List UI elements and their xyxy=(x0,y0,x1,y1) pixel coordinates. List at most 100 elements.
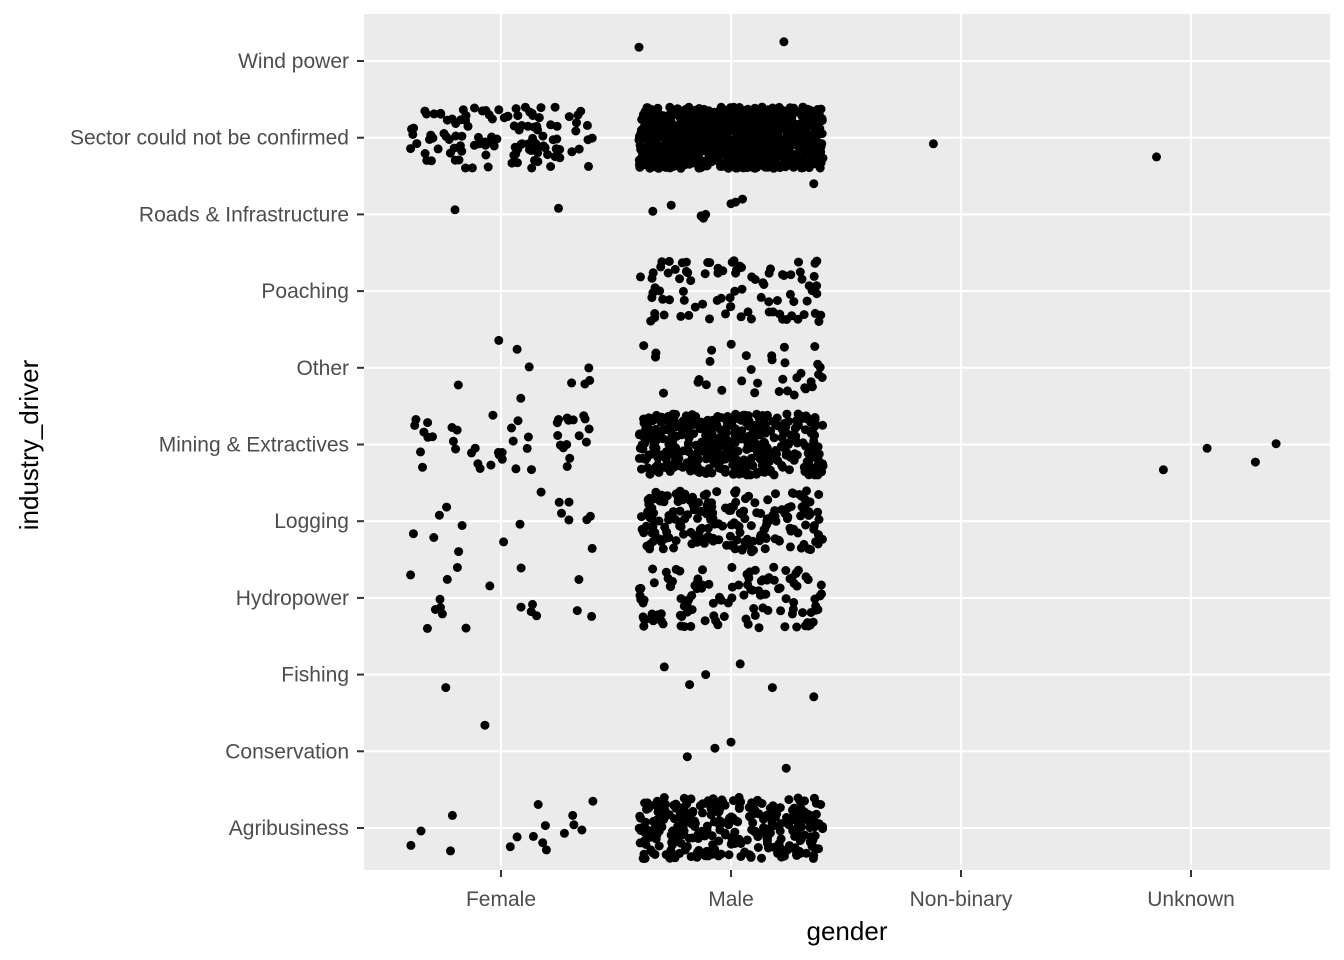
data-point xyxy=(562,462,572,471)
data-point xyxy=(767,683,777,693)
data-point xyxy=(696,417,706,427)
data-point xyxy=(551,144,561,154)
data-point xyxy=(447,810,457,820)
data-point xyxy=(767,818,777,828)
data-point xyxy=(486,460,496,470)
data-point xyxy=(641,817,651,827)
data-point xyxy=(807,286,817,296)
data-point xyxy=(651,487,661,497)
data-point xyxy=(706,515,716,525)
data-point xyxy=(813,539,823,549)
data-point xyxy=(652,410,661,420)
y-axis-title: industry_driver xyxy=(14,359,44,530)
data-point xyxy=(693,377,703,387)
data-point xyxy=(671,564,681,574)
data-point xyxy=(669,543,679,553)
data-point xyxy=(648,564,658,574)
data-point xyxy=(716,464,726,474)
data-point xyxy=(647,503,657,513)
y-tick-label: Agribusiness xyxy=(229,817,349,840)
data-point xyxy=(659,462,669,472)
data-point xyxy=(692,852,702,862)
data-point xyxy=(770,534,780,544)
data-point xyxy=(647,293,657,303)
data-point xyxy=(779,271,789,280)
data-point xyxy=(511,104,521,114)
data-point xyxy=(750,805,760,815)
data-point xyxy=(750,426,759,436)
data-point xyxy=(804,507,814,517)
data-point xyxy=(726,839,736,849)
data-point xyxy=(703,523,713,533)
data-point xyxy=(536,487,546,497)
data-point xyxy=(810,308,820,318)
data-point xyxy=(524,362,534,372)
data-point xyxy=(634,453,644,463)
data-point xyxy=(661,150,671,159)
data-point xyxy=(430,605,440,614)
data-point xyxy=(743,307,753,317)
data-point xyxy=(809,179,819,189)
data-point xyxy=(452,425,462,435)
data-point xyxy=(550,102,560,112)
data-point xyxy=(507,158,517,168)
data-point xyxy=(808,617,818,627)
data-point xyxy=(794,257,803,267)
data-point xyxy=(648,522,658,532)
data-point xyxy=(719,105,729,115)
data-point xyxy=(694,454,703,464)
data-point xyxy=(634,135,644,145)
data-point xyxy=(702,138,712,148)
x-tick-label: Female xyxy=(466,888,536,911)
data-point xyxy=(458,105,468,115)
data-point xyxy=(567,147,577,157)
data-point xyxy=(686,621,696,631)
y-tick-label: Mining & Extractives xyxy=(159,434,349,457)
data-point xyxy=(928,139,938,149)
data-point xyxy=(739,506,749,516)
data-point xyxy=(731,124,741,134)
data-point xyxy=(666,200,676,210)
data-point xyxy=(712,420,722,430)
data-point xyxy=(635,811,645,821)
data-point xyxy=(694,149,704,159)
data-point xyxy=(758,603,768,613)
data-point xyxy=(773,456,783,466)
data-point xyxy=(774,584,783,594)
data-point xyxy=(716,595,726,605)
data-point xyxy=(718,818,727,827)
data-point xyxy=(746,443,756,453)
data-point xyxy=(527,108,537,118)
data-point xyxy=(689,158,699,168)
x-tick-label: Unknown xyxy=(1147,888,1235,911)
data-point xyxy=(762,833,772,843)
y-tick-label: Logging xyxy=(274,510,349,533)
data-point xyxy=(499,537,509,547)
data-point xyxy=(668,106,678,116)
data-point xyxy=(507,423,516,433)
data-point xyxy=(789,825,799,835)
data-point xyxy=(700,616,710,626)
data-point xyxy=(708,598,718,608)
data-point xyxy=(808,853,818,863)
data-point xyxy=(687,605,697,615)
data-point xyxy=(422,109,431,119)
data-point xyxy=(806,463,816,473)
data-point xyxy=(705,356,715,366)
data-point xyxy=(700,269,710,279)
data-point xyxy=(636,583,646,593)
data-point xyxy=(452,563,462,572)
data-point xyxy=(661,533,671,543)
data-point xyxy=(505,842,515,852)
data-point xyxy=(763,843,773,853)
axes: Female Male Non-binary Unknown Agribusiness C… xyxy=(70,50,1235,911)
data-point xyxy=(677,816,687,825)
data-point xyxy=(681,257,691,267)
data-point xyxy=(728,103,738,113)
data-point xyxy=(738,150,748,160)
data-point xyxy=(801,143,811,153)
data-point xyxy=(675,274,685,284)
data-point xyxy=(746,365,756,374)
data-point xyxy=(719,141,729,150)
data-point xyxy=(763,495,773,505)
